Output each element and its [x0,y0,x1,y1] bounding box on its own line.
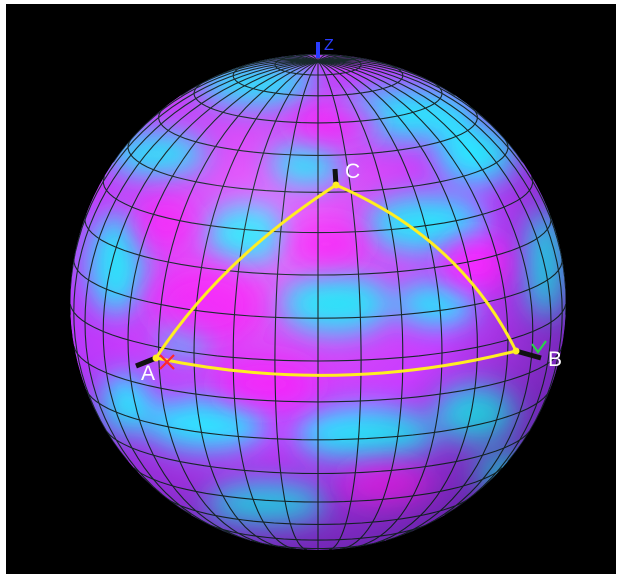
sphere [70,54,566,550]
y-axis-marker [531,340,547,354]
vertex-a-label: A [141,362,155,385]
edge-a-b [155,349,517,377]
vertex-b[interactable]: B [512,347,563,372]
z-axis-marker: Z [316,37,334,58]
edge-b-c [335,183,518,352]
spherical-triangle [154,183,518,377]
viewport[interactable]: Z A B C [6,4,616,574]
sphere-scene[interactable]: Z A B C [6,4,616,574]
vertex-b-label: B [548,348,562,371]
vertex-c-label: C [345,160,360,183]
vertex-c[interactable]: C [332,160,361,189]
edge-c-a [154,183,337,359]
x-axis-marker [159,354,175,370]
z-axis-label: Z [324,37,334,54]
vertex-a[interactable]: A [135,354,160,386]
